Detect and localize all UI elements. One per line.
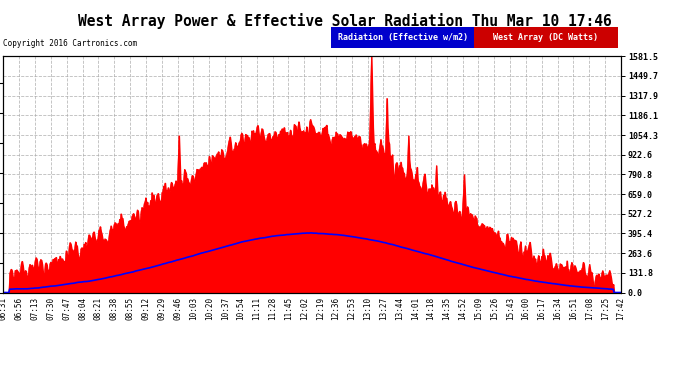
Text: 07:30: 07:30 (46, 297, 55, 320)
Bar (475, 27, 618, 48)
Text: 15:43: 15:43 (506, 297, 515, 320)
Text: 14:35: 14:35 (442, 297, 451, 320)
Text: 10:54: 10:54 (237, 297, 246, 320)
Text: 10:37: 10:37 (221, 297, 230, 320)
Bar (331, 27, 475, 48)
Text: 16:34: 16:34 (553, 297, 562, 320)
Text: 06:56: 06:56 (14, 297, 23, 320)
Text: 17:42: 17:42 (616, 297, 626, 320)
Text: 08:04: 08:04 (78, 297, 87, 320)
Text: 11:11: 11:11 (253, 297, 262, 320)
Text: 07:47: 07:47 (62, 297, 71, 320)
Text: 10:03: 10:03 (189, 297, 198, 320)
Text: 16:17: 16:17 (538, 297, 546, 320)
Text: 12:36: 12:36 (331, 297, 340, 320)
Text: West Array (DC Watts): West Array (DC Watts) (493, 33, 598, 42)
Text: 14:52: 14:52 (458, 297, 467, 320)
Text: 08:38: 08:38 (110, 297, 119, 320)
Text: 14:01: 14:01 (411, 297, 420, 320)
Text: Copyright 2016 Cartronics.com: Copyright 2016 Cartronics.com (3, 39, 137, 48)
Text: 12:02: 12:02 (300, 297, 309, 320)
Text: 13:27: 13:27 (379, 297, 388, 320)
Text: 12:53: 12:53 (347, 297, 356, 320)
Text: 08:21: 08:21 (94, 297, 103, 320)
Text: 11:45: 11:45 (284, 297, 293, 320)
Text: 09:12: 09:12 (141, 297, 150, 320)
Text: 12:19: 12:19 (315, 297, 324, 320)
Text: 15:09: 15:09 (474, 297, 483, 320)
Text: 06:31: 06:31 (0, 297, 8, 320)
Text: 13:44: 13:44 (395, 297, 404, 320)
Text: 14:18: 14:18 (426, 297, 435, 320)
Text: 15:26: 15:26 (490, 297, 499, 320)
Text: 11:28: 11:28 (268, 297, 277, 320)
Text: 16:00: 16:00 (522, 297, 531, 320)
Text: 17:08: 17:08 (585, 297, 594, 320)
Text: West Array Power & Effective Solar Radiation Thu Mar 10 17:46: West Array Power & Effective Solar Radia… (78, 13, 612, 29)
Text: 09:46: 09:46 (173, 297, 182, 320)
Text: Radiation (Effective w/m2): Radiation (Effective w/m2) (338, 33, 468, 42)
Text: 08:55: 08:55 (126, 297, 135, 320)
Text: 13:10: 13:10 (363, 297, 372, 320)
Text: 10:20: 10:20 (205, 297, 214, 320)
Text: 07:13: 07:13 (30, 297, 39, 320)
Text: 16:51: 16:51 (569, 297, 578, 320)
Text: 09:29: 09:29 (157, 297, 166, 320)
Text: 17:25: 17:25 (601, 297, 610, 320)
